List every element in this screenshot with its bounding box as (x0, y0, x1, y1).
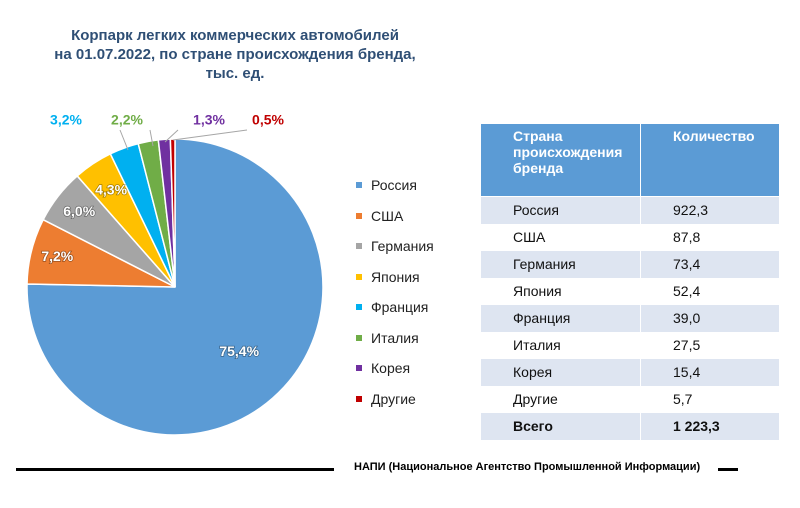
pie-data-labels: 75,4% 7,2% 6,0%4,3% 3,2% 2,2% 1,3% 0,5% (41, 112, 285, 360)
legend-item-usa: США (356, 201, 434, 232)
table-row: Япония 52,4 (480, 277, 780, 305)
legend-item-italy: Италия (356, 323, 434, 354)
legend-item-korea: Корея (356, 353, 434, 384)
chart-title: Корпарк легких коммерческих автомобилей … (20, 26, 450, 83)
table-cell-quantity: 922,3 (640, 196, 780, 224)
legend-label-germany: Германия (371, 238, 434, 255)
table-cell-country: Россия (480, 196, 641, 224)
table-row: США 87,8 (480, 223, 780, 251)
table-cell-country: Германия (480, 250, 641, 278)
table-header-country: Страна происхождения бренда (480, 123, 641, 197)
footer-line-left (16, 468, 334, 471)
table-cell-country: Франция (480, 304, 641, 332)
table-total-row: Всего 1 223,3 (480, 412, 780, 440)
legend-label-other: Другие (371, 390, 416, 407)
legend-swatch-korea (356, 365, 362, 372)
pie-chart: 75,4% 7,2% 6,0%4,3% 3,2% 2,2% 1,3% 0,5% (26, 112, 324, 436)
table-cell-quantity: 52,4 (640, 277, 780, 305)
footer-line-right (718, 468, 738, 471)
legend-label-france: Франция (371, 299, 429, 316)
legend-label-usa: США (371, 207, 404, 224)
table-cell-quantity: 73,4 (640, 250, 780, 278)
table-cell-country: Другие (480, 385, 641, 413)
data-table: Страна происхождения бренда Количество Р… (480, 123, 780, 440)
pie-label-korea: 1,3% (193, 112, 225, 128)
table-cell-quantity: 87,8 (640, 223, 780, 251)
table-row: Франция 39,0 (480, 304, 780, 332)
table-header-row: Страна происхождения бренда Количество (480, 123, 780, 197)
table-cell-quantity: 1 223,3 (640, 412, 780, 440)
pie-label-japan: 4,3% (95, 182, 127, 198)
pie-label-germany: 6,0% (63, 203, 95, 219)
table-header-quantity: Количество (640, 123, 780, 197)
legend-swatch-other (356, 395, 362, 402)
legend-label-korea: Корея (371, 360, 411, 377)
table-cell-quantity: 5,7 (640, 385, 780, 413)
legend-item-russia: Россия (356, 170, 434, 201)
legend-swatch-italy (356, 334, 362, 341)
chart-title-line-1: Корпарк легких коммерческих автомобилей (71, 27, 399, 44)
table-row: Германия 73,4 (480, 250, 780, 278)
pie-leader-lines (119, 129, 248, 151)
table-row: Корея 15,4 (480, 358, 780, 386)
legend-item-germany: Германия (356, 231, 434, 262)
pie-label-usa: 7,2% (41, 248, 73, 264)
table-cell-country: Всего (480, 412, 641, 440)
pie-slice-russia (26, 138, 324, 436)
legend-swatch-usa (356, 212, 362, 219)
legend-item-other: Другие (356, 384, 434, 415)
legend-swatch-russia (356, 182, 362, 189)
table-row: Другие 5,7 (480, 385, 780, 413)
legend-swatch-japan (356, 273, 362, 280)
pie-leader-france (119, 129, 129, 151)
legend-item-france: Франция (356, 292, 434, 323)
chart-title-line-2: на 01.07.2022, по стране происхождения б… (54, 46, 416, 63)
pie-leader-italy (149, 129, 154, 147)
table-cell-quantity: 27,5 (640, 331, 780, 359)
pie-slices (26, 138, 324, 436)
table-row: Россия 922,3 (480, 196, 780, 224)
table-row: Италия 27,5 (480, 331, 780, 359)
legend-label-russia: Россия (371, 177, 417, 194)
pie-label-other: 0,5% (252, 112, 284, 128)
pie-leader-other (172, 129, 248, 141)
legend-label-japan: Япония (371, 268, 420, 285)
table-cell-country: Италия (480, 331, 641, 359)
table-body: Россия 922,3 США 87,8 Германия 73,4 Япония 52,4… (480, 196, 780, 440)
pie-label-russia: 75,4% (219, 343, 259, 359)
chart-title-line-3: тыс. ед. (205, 65, 265, 82)
table-cell-country: Япония (480, 277, 641, 305)
pie-leader-korea (164, 129, 179, 143)
footer-source-text: НАПИ (Национальное Агентство Промышленно… (354, 461, 701, 473)
legend-swatch-germany (356, 243, 362, 250)
table-cell-country: США (480, 223, 641, 251)
pie-label-france: 3,2% (50, 112, 82, 128)
legend-label-italy: Италия (371, 329, 419, 346)
footer: НАПИ (Национальное Агентство Промышленно… (16, 460, 738, 478)
table-cell-quantity: 39,0 (640, 304, 780, 332)
chart-legend: Россия США Германия Япония Франция Италия Коре… (356, 170, 434, 414)
pie-label-italy: 2,2% (111, 112, 143, 128)
table-cell-quantity: 15,4 (640, 358, 780, 386)
legend-item-japan: Япония (356, 262, 434, 293)
legend-swatch-france (356, 304, 362, 311)
pie-slice-other (169, 138, 176, 288)
table-cell-country: Корея (480, 358, 641, 386)
